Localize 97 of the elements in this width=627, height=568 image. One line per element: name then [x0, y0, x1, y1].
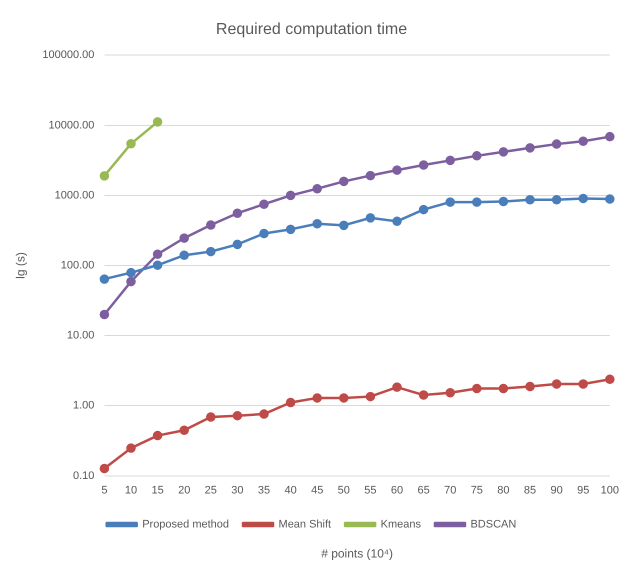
- point: [259, 409, 269, 419]
- point: [286, 190, 296, 200]
- x-tick-label: 20: [178, 484, 190, 496]
- x-tick-label: 15: [151, 484, 164, 496]
- point: [179, 250, 189, 260]
- point: [578, 379, 588, 389]
- x-tick-label: 55: [364, 484, 377, 496]
- point: [100, 310, 110, 320]
- point: [232, 410, 242, 420]
- point: [366, 170, 376, 180]
- x-tick-label: 50: [338, 484, 350, 496]
- y-tick-label: 100.00: [60, 260, 94, 272]
- point: [605, 194, 615, 204]
- point: [100, 171, 110, 181]
- legend-label: Kmeans: [380, 518, 422, 531]
- point: [498, 196, 508, 206]
- point: [339, 176, 349, 186]
- point: [472, 197, 482, 207]
- point: [339, 393, 349, 403]
- x-tick-label: 95: [577, 484, 590, 496]
- point: [418, 160, 428, 170]
- x-tick-label: 85: [524, 484, 536, 496]
- point: [152, 430, 162, 440]
- point: [206, 246, 216, 256]
- point: [259, 228, 269, 238]
- y-tick-label: 1000.00: [54, 189, 94, 202]
- point: [100, 464, 110, 474]
- x-tick-label: 45: [311, 484, 324, 496]
- point: [126, 443, 136, 453]
- point: [126, 268, 136, 278]
- x-tick-label: 30: [231, 484, 244, 496]
- x-tick-label: 70: [444, 484, 456, 496]
- x-tick-label: 65: [417, 484, 430, 496]
- point: [445, 388, 455, 398]
- point: [392, 382, 402, 392]
- point: [552, 379, 562, 389]
- point: [578, 194, 588, 204]
- x-tick-label: 90: [550, 484, 563, 496]
- y-tick-label: 10.00: [66, 330, 94, 342]
- point: [312, 219, 322, 229]
- point: [232, 240, 242, 250]
- point: [339, 220, 349, 230]
- point: [392, 216, 402, 226]
- point: [525, 143, 535, 153]
- point: [498, 384, 508, 394]
- point: [605, 374, 615, 384]
- point: [312, 393, 322, 403]
- point: [206, 412, 216, 422]
- legend-label: Mean Shift: [278, 518, 332, 531]
- point: [286, 224, 296, 234]
- point: [179, 233, 189, 243]
- x-tick-label: 60: [390, 484, 404, 496]
- x-tick-label: 40: [284, 484, 297, 496]
- point: [552, 194, 562, 204]
- point: [179, 425, 189, 435]
- point: [418, 204, 428, 214]
- point: [100, 274, 110, 284]
- point: [472, 151, 482, 161]
- point: [418, 390, 428, 400]
- y-tick-label: 100000.00: [42, 49, 94, 62]
- legend-label: Proposed method: [142, 518, 230, 531]
- x-tick-label: 100: [600, 484, 620, 496]
- y-tick-label: 0.10: [72, 470, 94, 482]
- y-tick-label: 10000.00: [48, 119, 94, 132]
- point: [525, 382, 535, 392]
- point: [392, 165, 402, 175]
- point: [552, 139, 562, 149]
- x-tick-label: 35: [258, 484, 270, 496]
- point: [286, 398, 296, 408]
- point: [126, 139, 136, 149]
- point: [366, 213, 376, 223]
- point: [472, 384, 482, 394]
- point: [152, 260, 162, 270]
- point: [259, 199, 269, 209]
- x-tick-label: 75: [470, 484, 483, 496]
- point: [578, 136, 588, 146]
- point: [232, 208, 242, 218]
- point: [206, 220, 216, 230]
- point: [312, 184, 322, 194]
- point: [498, 147, 508, 157]
- point: [152, 249, 162, 259]
- legend-label: BDSCAN: [470, 518, 516, 531]
- point: [126, 276, 136, 286]
- point: [525, 194, 535, 204]
- x-tick-label: 25: [204, 484, 217, 496]
- x-tick-label: 10: [124, 484, 138, 496]
- point: [366, 392, 376, 402]
- x-tick-label: 80: [497, 484, 510, 496]
- y-axis-title: lg (s): [14, 252, 28, 279]
- chart-title: Required computation time: [216, 21, 408, 38]
- x-tick-label: 5: [101, 484, 108, 496]
- point: [445, 197, 455, 207]
- point: [152, 117, 162, 127]
- point: [445, 156, 455, 166]
- y-tick-label: 1.00: [72, 400, 94, 412]
- x-axis-title: # points (10⁴): [321, 546, 394, 560]
- point: [605, 132, 615, 142]
